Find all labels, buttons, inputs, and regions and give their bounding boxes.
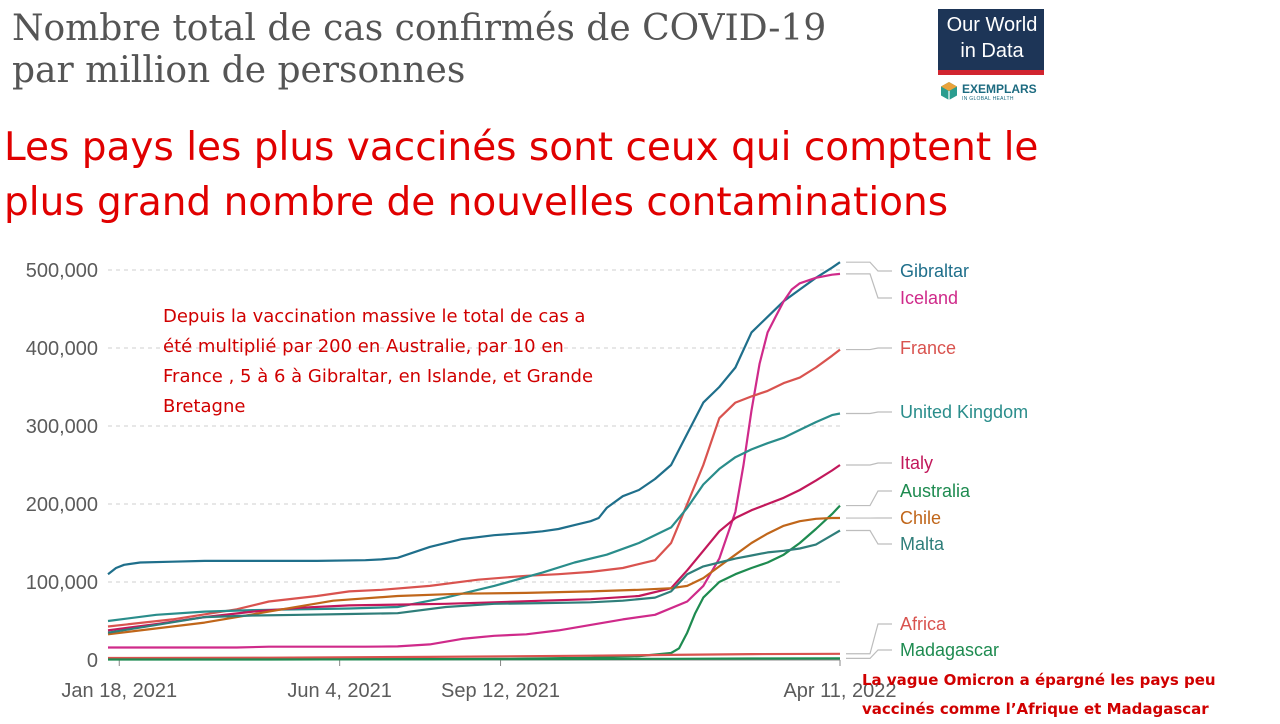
y-tick-label: 200,000 [26, 494, 98, 516]
series-label-madagascar: Madagascar [900, 640, 999, 660]
label-connector [846, 531, 892, 544]
x-tick-label: Jun 4, 2021 [287, 680, 392, 702]
series-label-gibraltar: Gibraltar [900, 261, 969, 281]
x-tick-label: Sep 12, 2021 [441, 680, 560, 702]
label-connector [846, 491, 892, 506]
y-tick-label: 100,000 [26, 572, 98, 594]
series-label-united-kingdom: United Kingdom [900, 402, 1028, 422]
label-connector [846, 624, 892, 654]
label-connector [846, 274, 892, 298]
series-label-iceland: Iceland [900, 288, 958, 308]
y-tick-label: 500,000 [26, 260, 98, 282]
y-tick-label: 300,000 [26, 416, 98, 438]
series-label-italy: Italy [900, 453, 933, 473]
label-connector [846, 348, 892, 350]
label-layer: Gibraltar Iceland France United Kingdom Ital… [846, 261, 1028, 660]
label-connector [846, 463, 892, 465]
series-line-africa [108, 654, 840, 658]
label-connector [846, 412, 892, 414]
label-connector [846, 262, 892, 271]
y-tick-label: 0 [87, 650, 98, 672]
series-label-malta: Malta [900, 534, 945, 554]
series-label-chile: Chile [900, 508, 941, 528]
series-label-france: France [900, 338, 956, 358]
series-label-africa: Africa [900, 614, 947, 634]
series-line-madagascar [108, 658, 840, 659]
series-line-united-kingdom [108, 414, 840, 622]
vaccination-note: Depuis la vaccination massive le total d… [163, 302, 613, 422]
series-label-australia: Australia [900, 481, 971, 501]
series-line-malta [108, 531, 840, 633]
y-tick-label: 400,000 [26, 338, 98, 360]
x-tick-label: Jan 18, 2021 [61, 680, 177, 702]
omicron-note: La vague Omicron a épargné les pays peu … [862, 666, 1280, 724]
